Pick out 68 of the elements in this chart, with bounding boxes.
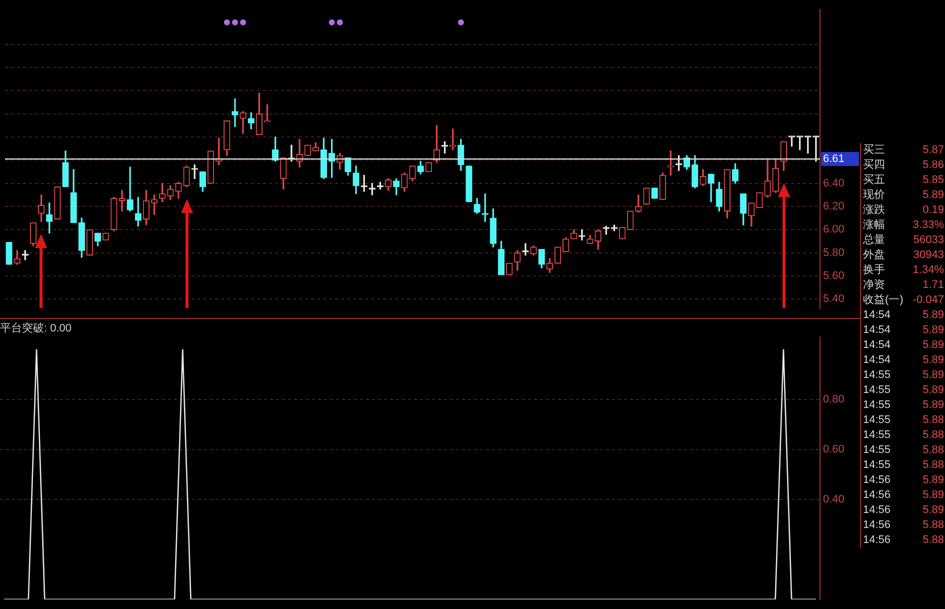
- text: 外盘: [863, 248, 885, 263]
- y-tick-label: 6.20: [823, 200, 844, 213]
- text: 14:54: [863, 308, 891, 323]
- text: 1.34%: [912, 263, 944, 278]
- text: 14:54: [863, 353, 891, 368]
- text: 30943: [913, 248, 944, 263]
- text: 14:55: [863, 398, 891, 413]
- text: 1.71: [922, 278, 944, 293]
- text: 5.88: [922, 518, 944, 533]
- text: 5.88: [922, 428, 944, 443]
- text: 5.88: [922, 413, 944, 428]
- text: 56033: [913, 233, 944, 248]
- text: 买四: [863, 158, 885, 173]
- text: 14:55: [863, 428, 891, 443]
- y-tick-label: 0.60: [823, 444, 844, 456]
- text: 5.89: [922, 368, 944, 383]
- text: 14:56: [863, 473, 891, 488]
- y-tick-label: 5.40: [823, 293, 844, 306]
- text: 涨幅: [863, 218, 885, 233]
- text: 5.89: [922, 473, 944, 488]
- text: 5.89: [922, 503, 944, 518]
- y-tick-label: 0.40: [823, 494, 844, 506]
- text: 总量: [863, 233, 885, 248]
- text: 0.19: [922, 203, 944, 218]
- text: 5.86: [922, 158, 944, 173]
- text: 14:55: [863, 413, 891, 428]
- candlestick: [118, 190, 126, 212]
- text: 现价: [863, 188, 885, 203]
- text: 买三: [863, 143, 885, 158]
- text: 换手: [863, 263, 885, 278]
- text: 14:56: [863, 518, 891, 533]
- text: 净资: [863, 278, 885, 293]
- text: 5.89: [922, 308, 944, 323]
- text: 14:56: [863, 488, 891, 503]
- text: 14:55: [863, 383, 891, 398]
- text: 14:56: [863, 503, 891, 518]
- text: 14:56: [863, 533, 891, 548]
- text: 5.88: [922, 533, 944, 548]
- text: 5.89: [922, 188, 944, 203]
- candlestick: [232, 98, 238, 127]
- y-tick-label: 0.80: [823, 394, 844, 406]
- text: 14:54: [863, 323, 891, 338]
- text: 5.89: [922, 398, 944, 413]
- text: 14:55: [863, 458, 891, 473]
- text: 5.89: [922, 338, 944, 353]
- text: 买五: [863, 173, 885, 188]
- ref-line-label: 6.61: [823, 153, 844, 166]
- text: 5.88: [922, 443, 944, 458]
- text: 14:55: [863, 368, 891, 383]
- y-tick-label: 5.80: [823, 246, 844, 259]
- text: 5.85: [922, 173, 944, 188]
- chart-title: 平台突破: 0.00: [0, 322, 72, 335]
- text: 5.89: [922, 488, 944, 503]
- candlestick: [812, 136, 820, 162]
- text: -0.047: [912, 293, 944, 308]
- y-tick-label: 5.60: [823, 270, 844, 282]
- text: 5.88: [922, 458, 944, 473]
- text: 14:55: [863, 443, 891, 458]
- text: 5.87: [922, 143, 944, 158]
- text: 14:54: [863, 338, 891, 353]
- text: 3.33%: [912, 218, 944, 233]
- text: 5.89: [922, 353, 944, 368]
- text: 收益(一): [863, 293, 904, 308]
- y-tick-label: 6.40: [823, 177, 844, 190]
- text: 5.89: [922, 323, 944, 338]
- text: 5.89: [922, 383, 944, 398]
- text: 涨跌: [863, 203, 885, 218]
- y-tick-label: 6.00: [823, 224, 844, 236]
